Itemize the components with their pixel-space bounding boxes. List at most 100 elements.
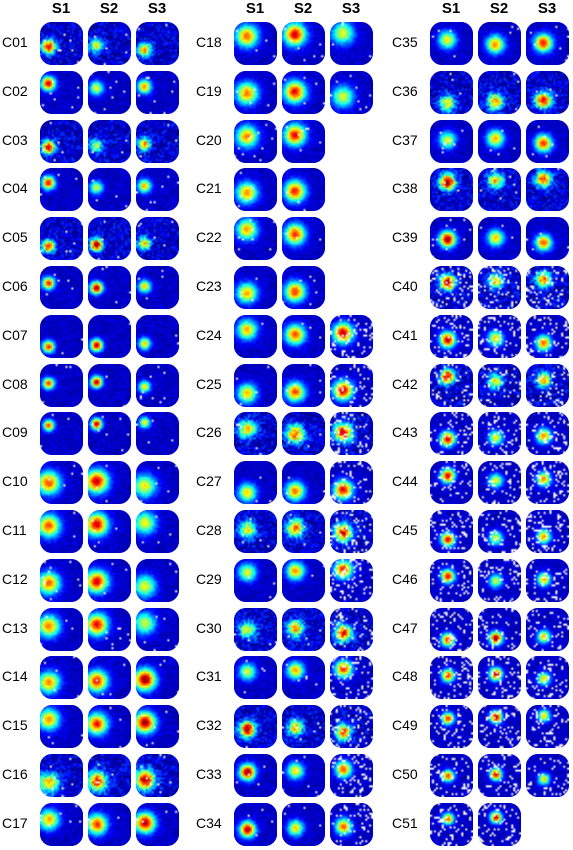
cell-label: C42 [392,375,418,392]
rate-map [136,461,179,505]
session-header-s1: S1 [245,0,265,17]
rate-map [430,412,473,456]
rate-map [88,607,131,651]
rate-map [234,461,277,505]
rate-map [330,314,373,358]
rate-map [234,412,277,456]
rate-map [136,754,179,797]
cell-label: C41 [392,326,418,343]
cell-label: C19 [196,82,222,99]
rate-map [282,558,325,602]
cell-label: C13 [2,619,28,636]
cell-label: C17 [2,814,28,831]
cell-label: C28 [196,522,222,538]
rate-map [526,22,569,65]
rate-map [430,217,473,261]
cell-label: C33 [196,766,222,782]
cell-label: C35 [392,34,418,50]
rate-map [526,70,569,114]
rate-map [136,558,179,602]
cell-label: C47 [392,619,418,636]
cell-label: C18 [196,34,222,50]
rate-map [478,168,521,212]
rate-map [234,314,277,358]
cell-label: C50 [392,766,418,782]
rate-map [478,314,521,358]
rate-map [88,656,131,700]
rate-map [330,70,373,114]
rate-map [330,363,373,407]
cell-label: C22 [196,229,222,246]
cell-label: C29 [196,570,222,587]
rate-map [478,607,521,651]
rate-map [88,412,131,456]
rate-map [526,217,569,261]
rate-map [88,266,131,309]
rate-map [330,412,373,456]
rate-map [136,412,179,456]
rate-map [136,363,179,407]
cell-label: C25 [196,375,222,392]
cell-label: C44 [392,473,418,490]
cell-label: C21 [196,180,222,197]
cell-label: C06 [2,278,28,294]
rate-map [282,461,325,505]
rate-map [330,802,373,846]
rate-map [234,705,277,749]
session-header-s3: S3 [537,0,557,17]
rate-map [136,607,179,651]
rate-map [234,22,277,65]
rate-map [282,266,325,309]
rate-map [330,510,373,553]
rate-map [136,656,179,700]
rate-map [430,607,473,651]
rate-map [88,22,131,65]
session-header-s1: S1 [51,0,71,17]
rate-map [88,802,131,846]
rate-map [526,607,569,651]
rate-map [40,461,83,505]
rate-map [526,119,569,163]
rate-map [40,314,83,358]
cell-label: C12 [2,570,28,587]
rate-map [40,802,83,846]
rate-map [430,461,473,505]
rate-map [136,70,179,114]
rate-map [282,119,325,163]
cell-label: C46 [392,570,418,587]
session-header-s2: S2 [99,0,119,17]
cell-label: C36 [392,82,418,99]
rate-map [88,168,131,212]
rate-map [526,656,569,700]
rate-map [282,217,325,261]
rate-map [282,168,325,212]
rate-map [430,705,473,749]
rate-map [136,705,179,749]
rate-map [282,705,325,749]
rate-map [234,656,277,700]
rate-map [478,510,521,553]
rate-map [282,363,325,407]
rate-map [88,217,131,261]
cell-label: C49 [392,717,418,734]
rate-map [526,363,569,407]
rate-map [478,461,521,505]
rate-map [282,656,325,700]
rate-map [430,558,473,602]
cell-label: C34 [196,814,222,831]
rate-map [234,266,277,309]
rate-map [478,266,521,309]
cell-label: C30 [196,619,222,636]
cell-label: C24 [196,326,222,343]
rate-map [234,363,277,407]
rate-map [40,119,83,163]
session-header-s3: S3 [147,0,167,17]
rate-map [330,754,373,797]
rate-map [136,510,179,553]
rate-map [526,168,569,212]
rate-map [88,510,131,553]
rate-map [234,217,277,261]
rate-map [526,412,569,456]
rate-map [430,656,473,700]
